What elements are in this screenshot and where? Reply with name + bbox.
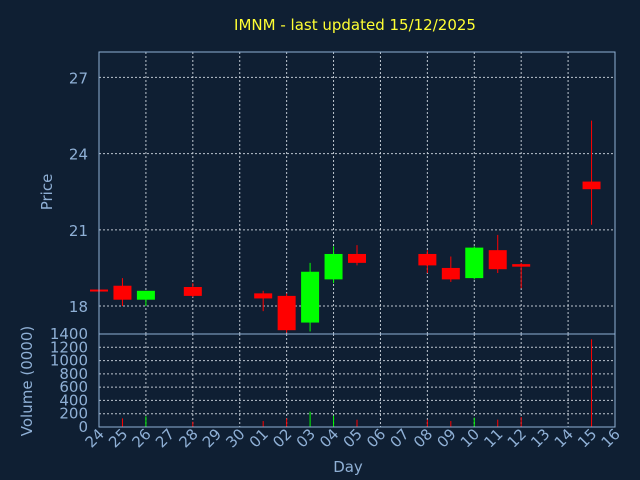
candle-body bbox=[301, 271, 320, 323]
x-tick-label: 07 bbox=[387, 425, 413, 451]
x-axis-label: Day bbox=[333, 458, 363, 476]
price-y-ticks: 18 21 24 27 bbox=[69, 69, 88, 316]
price-tick-label: 21 bbox=[69, 222, 88, 240]
volume-bars bbox=[98, 339, 593, 427]
price-panel-frame bbox=[98, 51, 616, 335]
price-tick-label: 18 bbox=[69, 298, 88, 316]
x-tick-label: 28 bbox=[175, 425, 201, 451]
x-tick-label: 04 bbox=[316, 425, 342, 451]
x-ticks: 2425262728293001020304050607080910111213… bbox=[82, 425, 624, 451]
x-tick-label: 08 bbox=[410, 425, 436, 451]
x-tick-label: 01 bbox=[246, 425, 272, 451]
candle-body bbox=[582, 181, 601, 190]
volume-tick-label: 200 bbox=[59, 405, 88, 423]
volume-axis-label: Volume (0000) bbox=[18, 326, 36, 436]
candle-body bbox=[488, 250, 507, 270]
candle-body bbox=[254, 293, 273, 299]
candle-body bbox=[441, 267, 460, 280]
x-tick-label: 25 bbox=[105, 425, 131, 451]
x-tick-label: 30 bbox=[222, 425, 248, 451]
x-tick-label: 03 bbox=[293, 425, 319, 451]
price-axis-label: Price bbox=[38, 174, 56, 211]
x-tick-label: 02 bbox=[269, 425, 295, 451]
volume-tick-label: 1000 bbox=[50, 352, 88, 370]
x-tick-label: 09 bbox=[433, 425, 459, 451]
price-candles bbox=[90, 120, 601, 333]
volume-tick-label: 400 bbox=[59, 391, 88, 409]
x-tick-label: 11 bbox=[480, 425, 506, 451]
price-tick-label: 27 bbox=[69, 69, 88, 87]
volume-grid bbox=[99, 346, 615, 415]
x-tick-label: 05 bbox=[340, 425, 366, 451]
candle-body bbox=[183, 287, 202, 296]
candle-body bbox=[277, 295, 296, 331]
chart-title: IMNM - last updated 15/12/2025 bbox=[234, 16, 476, 34]
x-tick-label: 10 bbox=[457, 425, 483, 451]
x-grid bbox=[145, 52, 569, 427]
volume-panel-frame bbox=[98, 333, 616, 428]
x-tick-label: 15 bbox=[574, 425, 600, 451]
volume-tick-label: 1200 bbox=[50, 338, 88, 356]
candle-body bbox=[418, 253, 437, 266]
candle-body bbox=[348, 253, 366, 263]
candle-body bbox=[512, 264, 531, 267]
volume-tick-label: 800 bbox=[59, 365, 88, 383]
x-tick-label: 29 bbox=[199, 425, 225, 451]
x-tick-label: 13 bbox=[527, 425, 553, 451]
x-tick-label: 27 bbox=[152, 425, 178, 451]
volume-tick-label: 1400 bbox=[50, 325, 88, 343]
x-tick-label: 06 bbox=[363, 425, 389, 451]
candle-body bbox=[324, 253, 343, 280]
x-tick-label: 26 bbox=[129, 425, 155, 451]
price-grid bbox=[99, 76, 615, 307]
candle-body bbox=[465, 247, 484, 279]
x-tick-label: 16 bbox=[598, 425, 624, 451]
volume-tick-label: 600 bbox=[59, 378, 88, 396]
price-tick-label: 24 bbox=[69, 146, 88, 164]
volume-tick-label: 0 bbox=[78, 418, 88, 436]
x-tick-label: 12 bbox=[504, 425, 530, 451]
candle-body bbox=[136, 290, 155, 300]
candle-body bbox=[113, 285, 132, 300]
x-tick-label: 14 bbox=[551, 425, 577, 451]
